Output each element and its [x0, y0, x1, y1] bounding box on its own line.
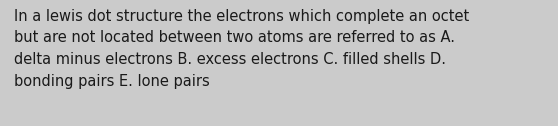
Text: In a lewis dot structure the electrons which complete an octet
but are not locat: In a lewis dot structure the electrons w…	[14, 9, 469, 89]
